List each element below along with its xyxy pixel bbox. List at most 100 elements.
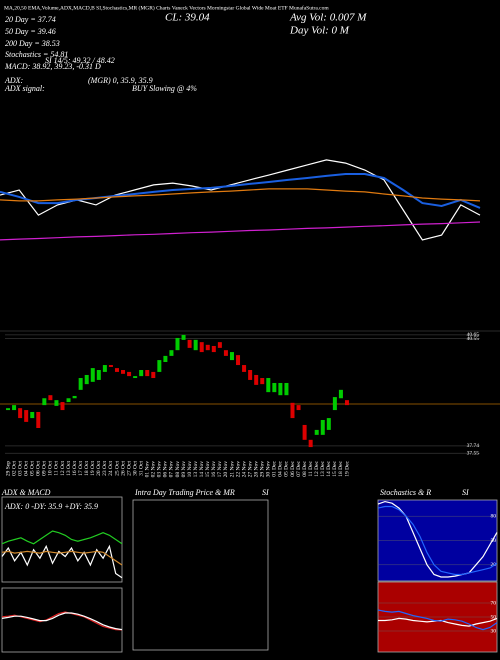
x-tick-label: 13 Nov <box>193 461 199 478</box>
stochastics-label: Stochastics = 54.81 <box>5 50 68 59</box>
adx-signal-label: ADX signal: <box>4 84 45 93</box>
x-tick-label: 26 Oct <box>120 461 126 476</box>
candle <box>66 398 71 403</box>
candle <box>42 398 47 406</box>
x-tick-label: 16 Nov <box>211 461 217 478</box>
x-tick-label: 28 Nov <box>253 461 259 478</box>
x-tick-label: 02 Oct <box>11 461 17 476</box>
adx-label: ADX: <box>4 76 24 85</box>
candle <box>260 378 265 385</box>
candle <box>48 395 53 401</box>
x-tick-label: 09 Nov <box>181 461 187 478</box>
x-tick-label: 05 Oct <box>29 461 35 476</box>
candle <box>6 408 11 411</box>
y-tick-label: 70 <box>491 600 497 606</box>
candle <box>139 370 144 377</box>
x-tick-label: 11 Oct <box>54 461 60 476</box>
x-tick-label: 10 Nov <box>187 461 193 478</box>
y-tick-label: 50 <box>491 538 497 544</box>
candle <box>145 370 150 377</box>
x-tick-label: 08 Dec <box>302 460 308 476</box>
x-tick-label: 18 Dec <box>338 460 344 476</box>
candle <box>30 411 35 419</box>
panel-title: ADX & MACD <box>1 488 51 497</box>
candle <box>181 334 186 340</box>
x-tick-label: 24 Nov <box>241 461 247 478</box>
header-title: MA,20,50 EMA,Volume,ADX,MACD,B SI,Stocha… <box>4 4 329 11</box>
series-line <box>1 530 123 545</box>
candle <box>114 368 119 372</box>
adx-signal: BUY Slowing @ 4% <box>132 84 197 93</box>
x-tick-label: 02 Nov <box>151 461 157 478</box>
x-tick-label: 14 Dec <box>326 460 332 476</box>
candle <box>187 339 192 348</box>
ma200-label: 200 Day = 38.53 <box>5 39 60 48</box>
series-line <box>377 609 498 631</box>
x-tick-label: 29 Sep <box>5 461 11 476</box>
si-label: SI 14/5: 49.32 / 48.42 <box>45 56 115 65</box>
series-line <box>1 550 123 566</box>
x-tick-label: 07 Dec <box>296 460 302 476</box>
x-tick-label: 21 Nov <box>229 461 235 478</box>
x-tick-label: 09 Oct <box>42 461 48 476</box>
candle <box>54 400 59 406</box>
x-tick-label: 03 Oct <box>17 461 23 476</box>
x-tick-label: 19 Dec <box>344 460 350 476</box>
y-tick-label: 30 <box>491 628 497 634</box>
panel-title: Intra Day Trading Price & MR <box>134 488 235 497</box>
candle <box>199 342 204 353</box>
panel-frame <box>132 499 269 651</box>
x-tick-label: 29 Nov <box>259 461 265 478</box>
x-tick-label: 27 Oct <box>126 461 132 476</box>
x-tick-label: 25 Oct <box>114 461 120 476</box>
avg-vol-label: Avg Vol: 0.007 M <box>289 12 367 24</box>
x-tick-label: 13 Dec <box>320 460 326 476</box>
panel-frame <box>1 587 123 653</box>
x-tick-label: 22 Nov <box>235 461 241 478</box>
candle <box>223 350 228 356</box>
x-tick-label: 15 Nov <box>205 461 211 478</box>
candle <box>314 429 319 435</box>
candle <box>344 400 349 406</box>
x-tick-label: 30 Nov <box>266 461 272 478</box>
adx-values: (MGR) 0, 35.9, 35.9 <box>88 76 153 85</box>
series-line <box>377 505 498 576</box>
candle <box>320 419 325 435</box>
series-line <box>1 612 123 631</box>
candle <box>36 411 41 429</box>
x-tick-label: 16 Oct <box>72 461 78 476</box>
candle <box>151 371 156 379</box>
candle <box>272 382 277 393</box>
x-tick-label: 27 Nov <box>247 461 253 478</box>
x-tick-label: 13 Oct <box>66 461 72 476</box>
candle <box>108 365 113 367</box>
y-tick-label: 40.55 <box>467 336 480 342</box>
candle <box>24 410 29 422</box>
x-tick-label: 19 Oct <box>90 461 96 476</box>
series-line <box>0 188 481 202</box>
candle <box>169 350 174 356</box>
x-tick-label: 06 Nov <box>163 461 169 478</box>
x-tick-label: 31 Oct <box>138 461 144 476</box>
x-tick-label: 08 Nov <box>175 461 181 478</box>
series-line <box>377 500 498 578</box>
y-tick-label: 37.74 <box>467 443 480 449</box>
x-tick-label: 07 Nov <box>169 461 175 478</box>
candle <box>12 405 17 411</box>
candle <box>217 342 222 348</box>
candle <box>72 395 77 399</box>
x-tick-label: 11 Dec <box>308 460 314 476</box>
x-tick-label: 14 Nov <box>199 461 205 478</box>
ma50-label: 50 Day = 39.46 <box>5 27 56 36</box>
candle <box>18 408 23 419</box>
candle <box>290 402 295 419</box>
y-tick-label: 40.65 <box>467 332 480 338</box>
x-tick-label: 12 Dec <box>314 460 320 476</box>
candle <box>296 405 301 411</box>
x-tick-label: 03 Nov <box>157 461 163 478</box>
series-line <box>1 611 123 631</box>
series-line <box>0 221 481 241</box>
ma20-label: 20 Day = 37.74 <box>5 15 56 24</box>
